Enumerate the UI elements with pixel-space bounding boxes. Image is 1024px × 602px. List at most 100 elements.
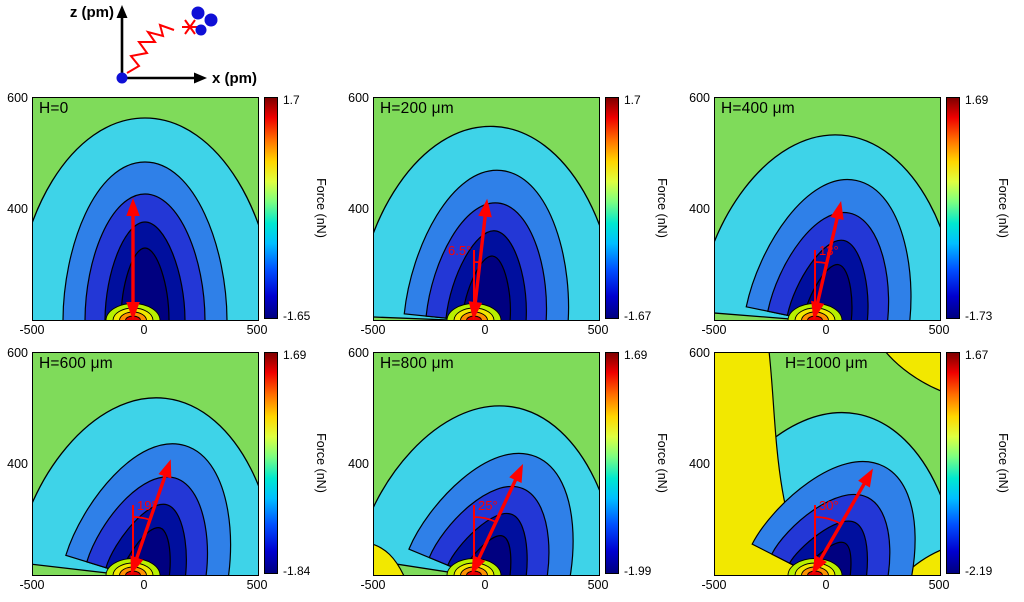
x-tick-0: 0 — [822, 323, 830, 337]
angle-label: 19° — [137, 498, 157, 513]
x-tick-0: 0 — [140, 578, 148, 592]
positive-force-region — [374, 544, 405, 575]
contour-svg: 30° — [715, 353, 940, 575]
y-tick-600: 600 — [689, 91, 710, 105]
panel-title: H=200 μm — [380, 100, 454, 117]
colorbar: 1.69 -1.84 Force (nN) — [264, 348, 340, 578]
y-tick-400: 400 — [348, 202, 369, 216]
x-tick-0: 0 — [481, 323, 489, 337]
force-direction-arrow — [812, 468, 873, 575]
y-tick-600: 600 — [689, 346, 710, 360]
force-direction-arrow — [130, 459, 172, 575]
colorbar-min-value: -1.73 — [965, 309, 993, 323]
colorbar-min-value: -2.19 — [965, 564, 993, 578]
x-axis-arrow-icon — [122, 72, 207, 84]
x-tick-500: 500 — [587, 323, 609, 337]
x-tick-neg500: -500 — [19, 578, 45, 592]
y-tick-600: 600 — [348, 91, 369, 105]
x-axis-label: x (pm) — [212, 70, 257, 87]
contour-plot: 30° H=1000 μm — [714, 352, 941, 576]
colorbar: 1.67 -2.19 Force (nN) — [946, 348, 1022, 578]
x-tick-500: 500 — [928, 323, 950, 337]
colorbar-max-value: 1.69 — [624, 348, 648, 362]
colorbar-max-value: 1.7 — [283, 93, 300, 107]
x-tick-500: 500 — [928, 578, 950, 592]
angle-label: 25° — [478, 498, 498, 513]
colorbar-max-value: 1.69 — [283, 348, 307, 362]
colorbar-max-value: 1.67 — [965, 348, 989, 362]
colorbar: 1.69 -1.73 Force (nN) — [946, 93, 1022, 323]
x-tick-neg500: -500 — [360, 323, 386, 337]
colorbar-gradient — [264, 97, 278, 319]
colorbar-gradient — [946, 97, 960, 319]
colorbar-min-value: -1.67 — [624, 309, 652, 323]
contour-plot: 6.5° H=200 μm — [373, 97, 600, 321]
contour-svg: 19° — [33, 353, 258, 575]
panel-title: H=800 μm — [380, 355, 454, 372]
panel-title: H=400 μm — [721, 100, 795, 117]
colorbar-label: Force (nN) — [996, 178, 1010, 238]
x-tick-500: 500 — [246, 578, 268, 592]
contour-plot: 19° H=600 μm — [32, 352, 259, 576]
contour-svg — [33, 98, 258, 320]
y-tick-400: 400 — [7, 202, 28, 216]
y-tick-400: 400 — [689, 202, 710, 216]
contour-panel: 600 400 13° H=400 μm — [684, 91, 1023, 347]
force-direction-arrow — [471, 463, 524, 575]
z-axis-label: z (pm) — [70, 4, 114, 21]
force-direction-arrow — [811, 200, 844, 320]
colorbar-min-value: -1.99 — [624, 564, 652, 578]
colorbar-label: Force (nN) — [314, 433, 328, 493]
x-tick-neg500: -500 — [701, 323, 727, 337]
x-axis-ticks: -500 0 500 — [360, 323, 608, 339]
y-tick-400: 400 — [689, 457, 710, 471]
colorbar-label: Force (nN) — [314, 178, 328, 238]
x-tick-neg500: -500 — [701, 578, 727, 592]
negative-force-contours — [403, 169, 570, 320]
x-axis-ticks: -500 0 500 — [360, 578, 608, 594]
contour-plot: 25° H=800 μm — [373, 352, 600, 576]
contour-plot: 13° H=400 μm — [714, 97, 941, 321]
x-tick-500: 500 — [246, 323, 268, 337]
angle-label: 6.5° — [448, 243, 471, 258]
colorbar: 1.7 -1.67 Force (nN) — [605, 93, 681, 323]
x-tick-neg500: -500 — [360, 578, 386, 592]
contour-panel: 600 400 30° H=1000 μm — [684, 346, 1023, 602]
contour-plot: H=0 — [32, 97, 259, 321]
colorbar-gradient — [264, 352, 278, 574]
x-axis-ticks: -500 0 500 — [701, 323, 949, 339]
x-axis-ticks: -500 0 500 — [701, 578, 949, 594]
contour-panel: 600 400 19° H=600 μm — [2, 346, 341, 602]
colorbar: 1.69 -1.99 Force (nN) — [605, 348, 681, 578]
x-tick-0: 0 — [140, 323, 148, 337]
colorbar-label: Force (nN) — [655, 433, 669, 493]
y-tick-600: 600 — [7, 91, 28, 105]
colorbar-min-value: -1.65 — [283, 309, 311, 323]
contour-panel: 600 400 25° H=800 μm — [343, 346, 682, 602]
angle-label: 30° — [819, 498, 839, 513]
x-tick-0: 0 — [481, 578, 489, 592]
y-tick-600: 600 — [348, 346, 369, 360]
x-tick-neg500: -500 — [19, 323, 45, 337]
coordinate-inset: z (pm) x (pm) — [52, 0, 282, 94]
spring-icon — [126, 23, 175, 74]
colorbar-label: Force (nN) — [996, 433, 1010, 493]
force-direction-arrow — [468, 198, 492, 320]
colorbar-max-value: 1.7 — [624, 93, 641, 107]
panel-title: H=0 — [39, 100, 69, 117]
contour-svg: 6.5° — [374, 98, 599, 320]
contour-panel: 600 400 H=0 — [2, 91, 341, 347]
colorbar-label: Force (nN) — [655, 178, 669, 238]
coordinate-inset-drawing: z (pm) x (pm) — [70, 4, 257, 87]
positive-force-region — [885, 353, 940, 392]
contour-svg: 13° — [715, 98, 940, 320]
x-axis-ticks: -500 0 500 — [19, 578, 267, 594]
y-tick-400: 400 — [348, 457, 369, 471]
colorbar-max-value: 1.69 — [965, 93, 989, 107]
y-tick-400: 400 — [7, 457, 28, 471]
panel-title: H=600 μm — [39, 355, 113, 372]
x-tick-0: 0 — [822, 578, 830, 592]
y-tick-600: 600 — [7, 346, 28, 360]
contour-svg: 25° — [374, 353, 599, 575]
x-tick-500: 500 — [587, 578, 609, 592]
